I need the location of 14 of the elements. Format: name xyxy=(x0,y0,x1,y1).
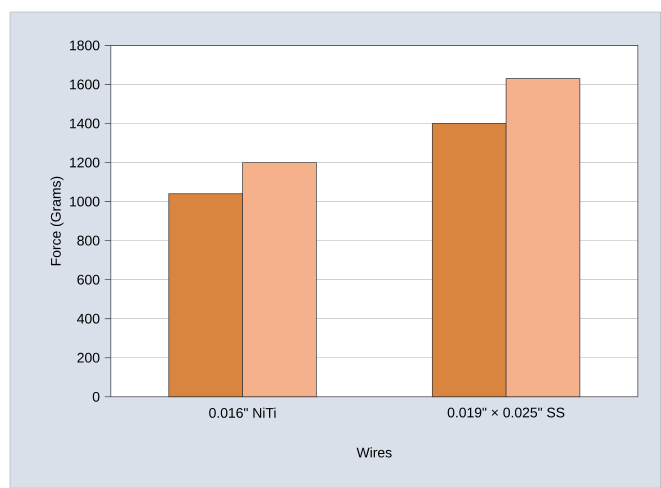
y-tick-label: 600 xyxy=(77,274,100,284)
y-axis-title: Force (Grams) xyxy=(50,176,64,266)
x-tick-label: 0.019" × 0.025" SS xyxy=(448,407,564,418)
y-tick-label: 1200 xyxy=(70,157,100,168)
y-tick-label: 1400 xyxy=(70,118,100,128)
y-tick-label: 1600 xyxy=(70,79,100,90)
y-tick-label: 200 xyxy=(77,352,100,363)
x-axis-title: Wires xyxy=(356,447,392,458)
y-tick-label: 800 xyxy=(77,236,100,246)
y-tick-label: 1000 xyxy=(70,196,100,206)
y-tick-label: 400 xyxy=(77,314,100,324)
x-tick-label: 0.016" NiTi xyxy=(209,407,276,418)
y-tick-label: 0 xyxy=(92,392,100,402)
y-tick-label: 1800 xyxy=(70,40,100,50)
